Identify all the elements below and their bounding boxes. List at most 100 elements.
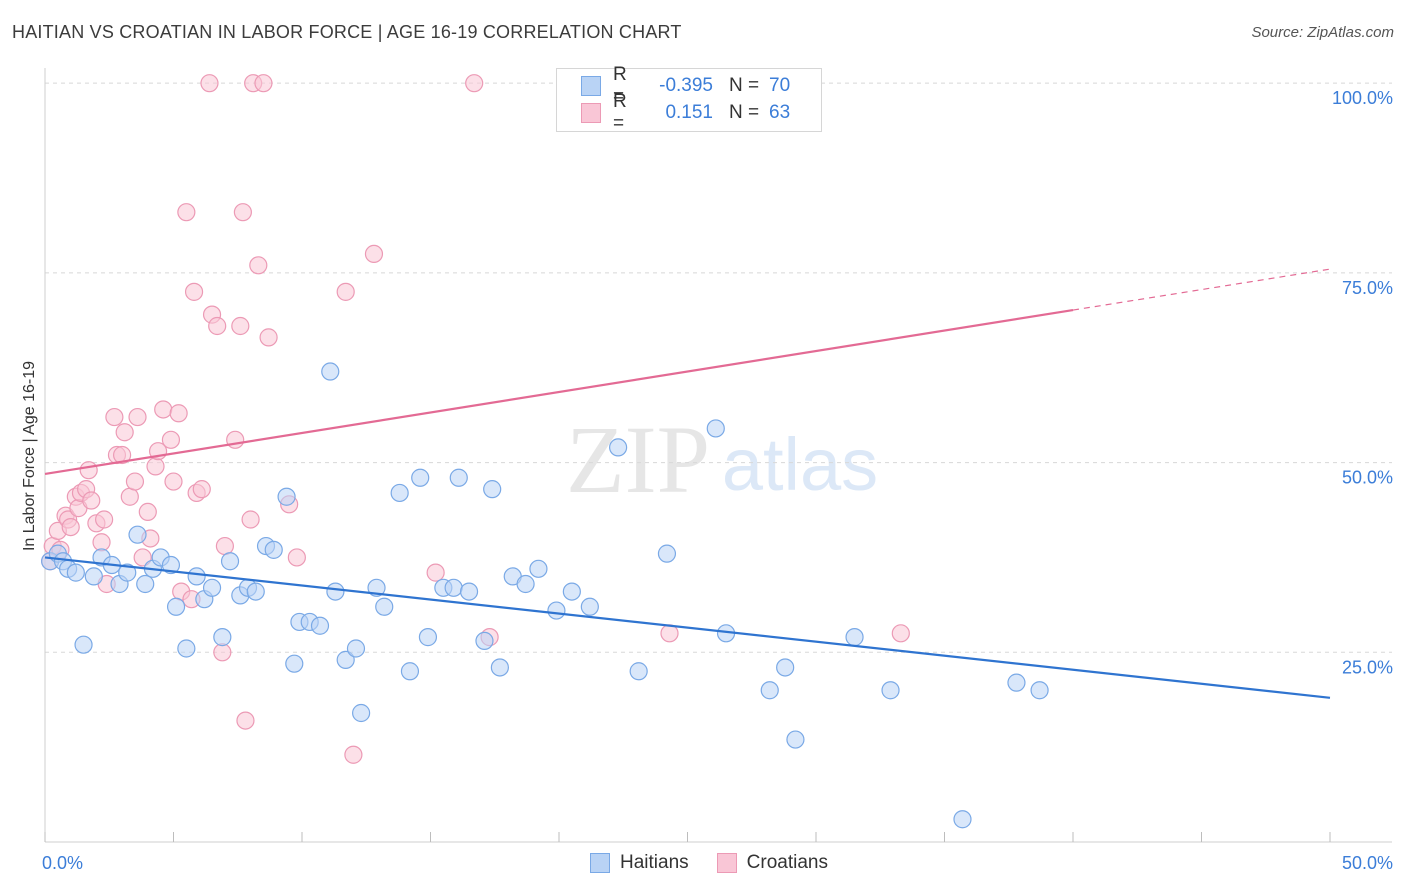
haitians-point (336, 650, 355, 669)
haitians-point (547, 601, 566, 620)
haitians-point (449, 468, 468, 487)
haitians-point (390, 483, 409, 503)
croatians-point (146, 457, 165, 476)
haitians-point (657, 544, 677, 563)
r-value: -0.395 (659, 75, 713, 96)
haitians-points (41, 362, 1049, 829)
croatians-point (236, 711, 255, 730)
croatians-point (164, 472, 183, 491)
haitians-point (1007, 673, 1026, 692)
croatians-point (287, 548, 306, 567)
haitians-point (516, 574, 535, 594)
croatians-point (61, 517, 80, 537)
haitians-point (580, 597, 599, 616)
croatians-point (215, 536, 234, 556)
r-value: 0.151 (665, 102, 713, 123)
trend-lines (44, 268, 1331, 699)
croatians-point (891, 624, 910, 643)
haitians-point (177, 639, 196, 658)
croatians-point (138, 502, 157, 522)
y-tick-label: 100.0% (1332, 88, 1393, 108)
haitians-point (375, 597, 394, 616)
croatians-trend-extension (1072, 268, 1331, 311)
croatians-point (213, 643, 232, 662)
haitians-point (367, 578, 386, 597)
haitians-point (562, 582, 581, 601)
haitians-point (277, 487, 296, 506)
y-tick-label: 25.0% (1342, 657, 1393, 677)
croatians-point (241, 510, 260, 529)
croatians-point (169, 404, 188, 423)
r-label: R = (613, 91, 627, 134)
croatians-point (254, 74, 273, 93)
y-axis-label: In Labor Force | Age 16-19 (21, 360, 38, 552)
croatians-point (249, 256, 268, 275)
legend-label-croatians: Croatians (746, 852, 828, 873)
croatians-point (105, 407, 124, 427)
legend-row-croatians: R = 0.151 N = 63 (581, 91, 790, 134)
legend-item-haitians: Haitians (590, 852, 689, 874)
haitians-point (490, 658, 509, 677)
haitians-swatch (590, 853, 610, 873)
haitians-point (310, 616, 330, 635)
croatians-point (177, 203, 196, 222)
n-label: N = (729, 102, 760, 123)
haitians-point (187, 567, 206, 586)
haitians-point (706, 419, 725, 438)
x-tick-label: 50.0% (1342, 853, 1393, 873)
croatians-point (112, 445, 132, 465)
haitians-point (483, 480, 502, 499)
croatians-point (200, 74, 219, 93)
croatians-point (336, 282, 355, 301)
haitians-point (213, 628, 232, 647)
n-label: N = (729, 75, 760, 96)
haitians-point (400, 662, 420, 681)
haitians-point (760, 681, 779, 700)
y-tick-label: 50.0% (1342, 468, 1393, 488)
croatians-point (231, 316, 250, 336)
croatians-point (125, 472, 145, 491)
haitians-point (953, 810, 972, 829)
haitians-point (352, 703, 371, 723)
watermark-atlas: atlas (722, 423, 878, 506)
chart-title: HAITIAN VS CROATIAN IN LABOR FORCE | AGE… (12, 22, 682, 42)
haitians-point (220, 552, 240, 571)
x-tick-label: 0.0% (42, 853, 83, 873)
croatians-point (161, 430, 181, 449)
croatians-point (208, 316, 227, 336)
croatians-point (120, 487, 139, 506)
croatians-point (82, 491, 101, 510)
croatians-point (154, 400, 173, 419)
legend-row-haitians: R = -0.395 N = 70 (581, 64, 790, 107)
haitians-point (776, 658, 795, 677)
haitians-point (166, 597, 186, 616)
haitians-point (128, 525, 147, 544)
watermark-zip: ZIP (566, 406, 710, 513)
croatians-trend-line (44, 308, 1074, 476)
croatians-point (226, 430, 245, 449)
tick-labels: 25.0% 50.0% 75.0% 100.0% 0.0% 50.0% (42, 88, 1393, 873)
haitians-point (246, 582, 265, 601)
haitians-point (202, 578, 222, 597)
haitians-point (609, 438, 628, 457)
haitians-point (161, 555, 181, 575)
haitians-point (629, 662, 648, 681)
haitians-point (529, 559, 548, 578)
legend-item-croatians: Croatians (716, 852, 828, 874)
croatians-point (79, 461, 98, 480)
haitians-trend-line (44, 556, 1331, 699)
r-label: R = (613, 64, 627, 107)
y-tick-label: 75.0% (1342, 278, 1393, 298)
axes (44, 68, 1392, 843)
haitians-point (346, 639, 366, 658)
croatians-point (233, 203, 252, 222)
croatians-swatch (581, 103, 601, 123)
source-label: Source: ZipAtlas.com (1251, 24, 1394, 41)
haitians-point (74, 635, 93, 654)
croatians-point (184, 282, 204, 301)
haitians-point (459, 582, 479, 601)
croatians-point (192, 480, 211, 499)
croatians-point (259, 328, 278, 347)
haitians-point (475, 631, 494, 651)
